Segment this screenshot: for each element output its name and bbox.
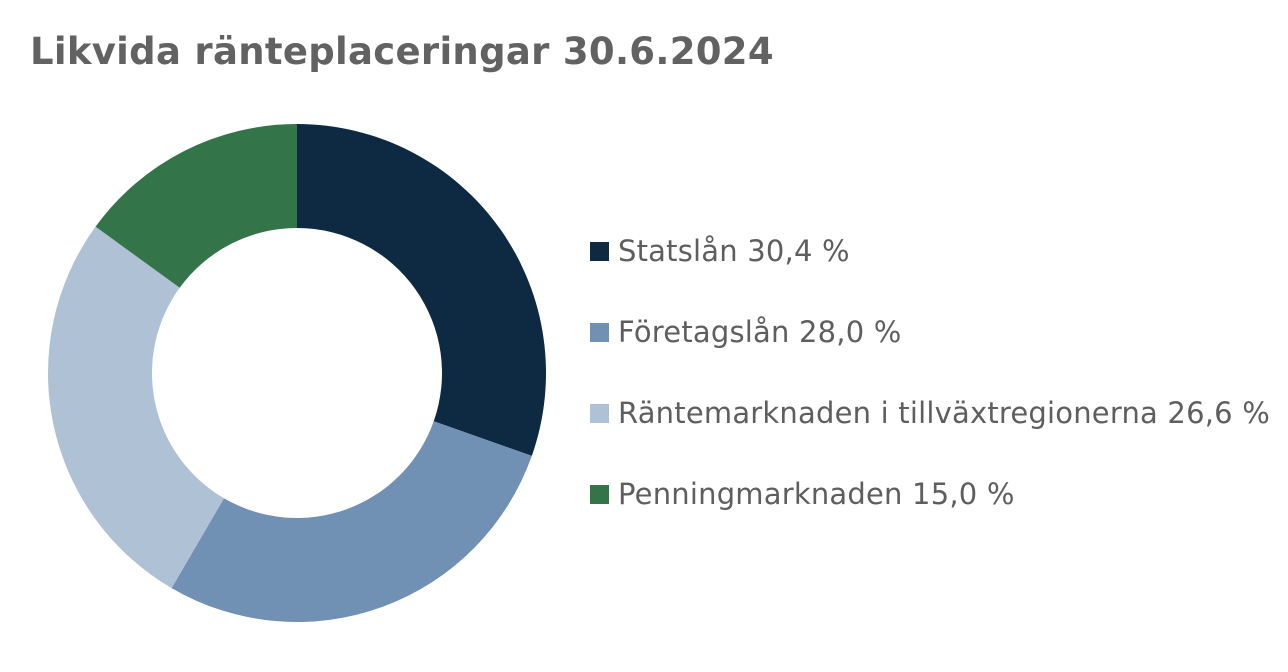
legend-label: Företagslån 28,0 % (618, 315, 902, 349)
donut-slice-1 (171, 421, 532, 623)
donut-slice-0 (297, 124, 546, 456)
donut-slice-2 (48, 226, 224, 589)
legend-swatch (590, 242, 609, 261)
donut-slice-3 (95, 123, 297, 288)
legend-swatch (590, 323, 609, 342)
legend-label: Penningmarknaden 15,0 % (618, 477, 1015, 511)
donut-chart (48, 123, 546, 623)
legend-label: Räntemarknaden i tillväxtregionerna 26,6… (618, 396, 1270, 430)
legend-swatch (590, 404, 609, 423)
legend-swatch (590, 485, 609, 504)
chart-title: Likvida ränteplaceringar 30.6.2024 (30, 30, 774, 73)
legend-label: Statslån 30,4 % (618, 234, 850, 268)
